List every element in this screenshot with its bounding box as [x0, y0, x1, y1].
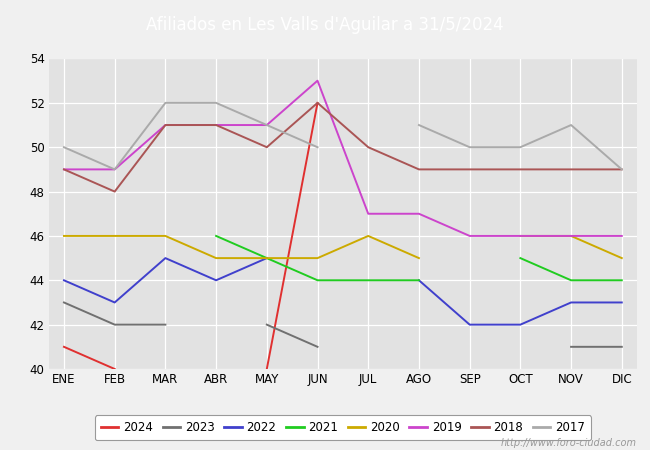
2018 — [161, 122, 169, 128]
2019 — [212, 122, 220, 128]
2017 — [466, 144, 474, 150]
Line: 2019: 2019 — [64, 81, 622, 236]
2019 — [111, 166, 118, 172]
2020 — [111, 233, 118, 238]
2018 — [313, 100, 321, 106]
2017 — [263, 122, 270, 128]
2019 — [60, 166, 68, 172]
2019 — [618, 233, 626, 238]
2018 — [60, 166, 68, 172]
2017 — [618, 166, 626, 172]
2021 — [212, 233, 220, 238]
2020 — [263, 256, 270, 261]
2021 — [415, 278, 423, 283]
2017 — [60, 144, 68, 150]
2020 — [313, 256, 321, 261]
2022 — [517, 322, 525, 327]
2020 — [567, 233, 575, 238]
2022 — [263, 256, 270, 261]
2018 — [567, 166, 575, 172]
2017 — [161, 100, 169, 106]
2019 — [517, 233, 525, 238]
2023 — [60, 300, 68, 305]
Line: 2024: 2024 — [64, 103, 317, 369]
2024 — [313, 100, 321, 106]
2019 — [466, 233, 474, 238]
2021 — [263, 256, 270, 261]
2020 — [415, 256, 423, 261]
2022 — [161, 256, 169, 261]
2017 — [111, 166, 118, 172]
2024 — [60, 344, 68, 350]
2021 — [313, 278, 321, 283]
2021 — [365, 278, 372, 283]
Line: 2023: 2023 — [64, 302, 622, 347]
2019 — [161, 122, 169, 128]
2020 — [60, 233, 68, 238]
2021 — [60, 256, 68, 261]
2019 — [415, 211, 423, 216]
2022 — [111, 300, 118, 305]
2022 — [466, 322, 474, 327]
2022 — [60, 278, 68, 283]
Line: 2017: 2017 — [64, 103, 622, 169]
Line: 2020: 2020 — [64, 236, 622, 258]
2023 — [313, 344, 321, 350]
2021 — [517, 256, 525, 261]
2018 — [212, 122, 220, 128]
2021 — [618, 278, 626, 283]
2023 — [567, 344, 575, 350]
2017 — [212, 100, 220, 106]
2019 — [365, 211, 372, 216]
2019 — [263, 122, 270, 128]
2023 — [618, 344, 626, 350]
2024 — [111, 366, 118, 372]
Legend: 2024, 2023, 2022, 2021, 2020, 2019, 2018, 2017: 2024, 2023, 2022, 2021, 2020, 2019, 2018… — [95, 415, 591, 440]
Line: 2022: 2022 — [64, 258, 622, 324]
2022 — [212, 278, 220, 283]
2022 — [415, 278, 423, 283]
2018 — [466, 166, 474, 172]
2018 — [263, 144, 270, 150]
2023 — [263, 322, 270, 327]
2018 — [415, 166, 423, 172]
2020 — [365, 233, 372, 238]
Text: Afiliados en Les Valls d'Aguilar a 31/5/2024: Afiliados en Les Valls d'Aguilar a 31/5/… — [146, 16, 504, 34]
2019 — [567, 233, 575, 238]
2018 — [618, 166, 626, 172]
2021 — [567, 278, 575, 283]
2018 — [111, 189, 118, 194]
2020 — [161, 233, 169, 238]
Text: http://www.foro-ciudad.com: http://www.foro-ciudad.com — [501, 438, 637, 448]
2024 — [263, 366, 270, 372]
2020 — [618, 256, 626, 261]
2017 — [313, 144, 321, 150]
2022 — [618, 300, 626, 305]
2022 — [567, 300, 575, 305]
Line: 2018: 2018 — [64, 103, 622, 192]
2018 — [517, 166, 525, 172]
2018 — [365, 144, 372, 150]
2020 — [212, 256, 220, 261]
2017 — [567, 122, 575, 128]
2023 — [415, 300, 423, 305]
2023 — [111, 322, 118, 327]
2017 — [415, 122, 423, 128]
2023 — [161, 322, 169, 327]
Line: 2021: 2021 — [64, 236, 622, 280]
2020 — [517, 233, 525, 238]
2017 — [517, 144, 525, 150]
2019 — [313, 78, 321, 83]
